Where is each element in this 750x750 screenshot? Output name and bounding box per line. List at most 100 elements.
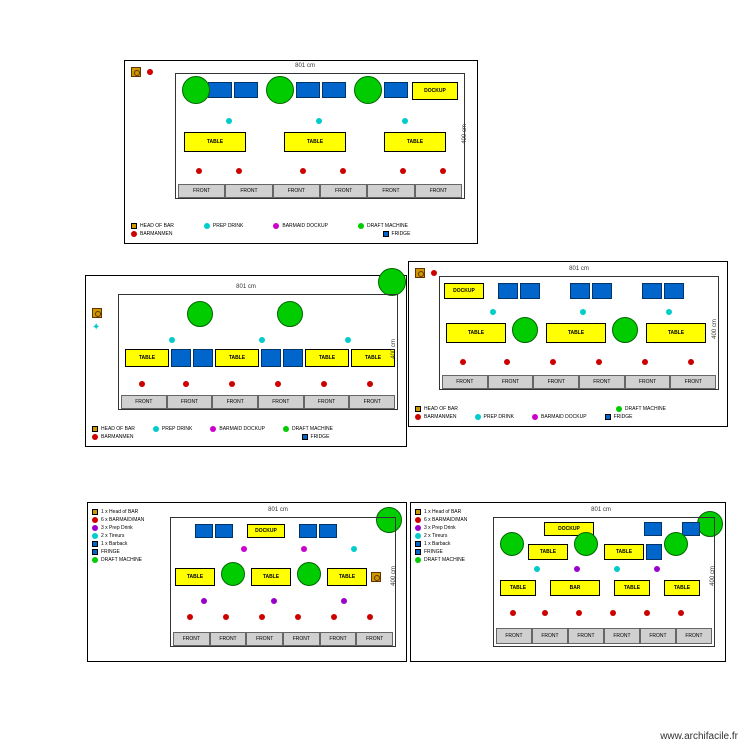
fridge <box>215 524 233 538</box>
red-dot <box>460 359 466 365</box>
red-dot <box>542 610 548 616</box>
front-cell: FRONT <box>532 628 568 644</box>
cyan-dot <box>402 118 408 124</box>
front-cell: FRONT <box>568 628 604 644</box>
cyan-star: ✦ <box>92 324 100 332</box>
fridge <box>319 524 337 538</box>
red-dot <box>275 381 281 387</box>
red-dot <box>644 610 650 616</box>
draft-machine <box>612 317 638 343</box>
draft-machine <box>277 301 303 327</box>
front-cell: FRONT <box>533 375 579 389</box>
dim-side: 400 cm <box>391 339 397 359</box>
front-cell: FRONT <box>670 375 716 389</box>
table: BAR <box>550 580 600 596</box>
red-dot <box>331 614 337 620</box>
dim-side: 400 cm <box>712 319 718 339</box>
table: TABLE <box>604 544 644 560</box>
front-cell: FRONT <box>167 395 213 409</box>
front-cell: FRONT <box>640 628 676 644</box>
table: TABLE <box>125 349 169 367</box>
dim-side: 400 cm <box>710 566 716 586</box>
fridge <box>642 283 662 299</box>
cyan-dot <box>666 309 672 315</box>
staff-legend: 1 x Head of BAR 6 x BARMAID/MAN 3 x Prep… <box>415 509 485 565</box>
cyan-dot <box>614 566 620 572</box>
front-cell: FRONT <box>225 184 272 198</box>
front-cell: FRONT <box>320 632 357 646</box>
legend: HEAD OF BAR DRAFT MACHINE BARMANMEN PREP… <box>415 406 725 422</box>
front-row: FRONT FRONT FRONT FRONT FRONT FRONT <box>178 184 462 198</box>
cyan-dot <box>169 337 175 343</box>
dim-top: 801 cm <box>285 63 325 69</box>
legend: HEAD OF BAR PREP DRINK BARMAID DOCKUP DR… <box>92 426 402 442</box>
draft-machine <box>266 76 294 104</box>
front-cell: FRONT <box>367 184 414 198</box>
panel-4: 1 x Head of BAR 6 x BARMAID/MAN 3 x Prep… <box>87 502 407 662</box>
dim-top: 801 cm <box>559 266 599 272</box>
purple-dot <box>201 598 207 604</box>
front-cell: FRONT <box>415 184 462 198</box>
red-dot <box>321 381 327 387</box>
room: DOCKUP TABLE TABLE TABLE FRONT FRONT FRO… <box>170 517 396 647</box>
head-marker <box>92 308 102 318</box>
red-dot <box>300 168 306 174</box>
cyan-dot <box>580 309 586 315</box>
red-dot <box>440 168 446 174</box>
red-dot <box>610 610 616 616</box>
draft-machine <box>574 532 598 556</box>
fridge <box>283 349 303 367</box>
red-dot <box>688 359 694 365</box>
purple-dot <box>341 598 347 604</box>
fridge <box>299 524 317 538</box>
red-dot <box>340 168 346 174</box>
front-cell: FRONT <box>212 395 258 409</box>
fridge <box>384 82 408 98</box>
panel-5: 1 x Head of BAR 6 x BARMAID/MAN 3 x Prep… <box>410 502 726 662</box>
draft-machine <box>221 562 245 586</box>
red-dot <box>504 359 510 365</box>
mag-dot <box>301 546 307 552</box>
cyan-dot <box>316 118 322 124</box>
dim-top: 801 cm <box>258 507 298 513</box>
watermark: www.archifacile.fr <box>660 731 738 742</box>
fridge <box>234 82 258 98</box>
purple-dot <box>654 566 660 572</box>
fridge <box>261 349 281 367</box>
fridge <box>664 283 684 299</box>
red-dot <box>510 610 516 616</box>
dockup: DOCKUP <box>444 283 484 299</box>
table: TABLE <box>500 580 536 596</box>
head-marker <box>131 67 141 77</box>
front-cell: FRONT <box>258 395 304 409</box>
panel-2: ✦ 801 cm TABLE TABLE TABLE TABLE FRONT F… <box>85 275 407 447</box>
table: TABLE <box>215 349 259 367</box>
front-row: FRONT FRONT FRONT FRONT FRONT FRONT <box>121 395 395 409</box>
front-row: FRONT FRONT FRONT FRONT FRONT FRONT <box>496 628 712 644</box>
table: TABLE <box>446 323 506 343</box>
cyan-dot <box>259 337 265 343</box>
red-dot <box>431 270 437 276</box>
front-cell: FRONT <box>356 632 393 646</box>
front-cell: FRONT <box>320 184 367 198</box>
table: TABLE <box>305 349 349 367</box>
red-dot <box>642 359 648 365</box>
red-dot <box>236 168 242 174</box>
panel-3: 801 cm DOCKUP TABLE TABLE TABLE FRONT FR… <box>408 261 728 427</box>
fridge <box>322 82 346 98</box>
red-dot <box>400 168 406 174</box>
front-cell: FRONT <box>304 395 350 409</box>
room: DOCKUP TABLE TABLE TABLE FRONT FRONT FRO… <box>175 73 465 199</box>
red-dot <box>367 381 373 387</box>
draft-machine <box>354 76 382 104</box>
red-dot <box>367 614 373 620</box>
fridge <box>171 349 191 367</box>
cyan-dot <box>226 118 232 124</box>
table: TABLE <box>384 132 446 152</box>
front-cell: FRONT <box>676 628 712 644</box>
table: TABLE <box>351 349 395 367</box>
red-dot <box>187 614 193 620</box>
red-dot <box>678 610 684 616</box>
front-cell: FRONT <box>442 375 488 389</box>
table: TABLE <box>327 568 367 586</box>
